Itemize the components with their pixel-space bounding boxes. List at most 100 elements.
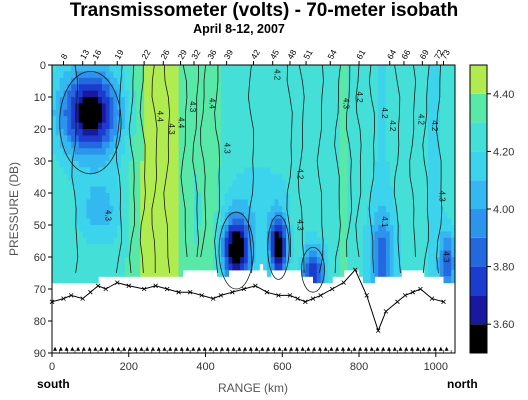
heatmap-cell xyxy=(86,161,91,168)
heatmap-cell xyxy=(324,148,329,156)
heatmap-cell xyxy=(297,237,303,245)
heatmap-cell xyxy=(401,161,406,168)
heatmap-cell xyxy=(194,84,199,92)
heatmap-cell xyxy=(443,269,448,277)
heatmap-cell xyxy=(343,180,349,188)
heatmap-cell xyxy=(324,97,329,104)
heatmap-cell xyxy=(389,193,395,200)
heatmap-cell xyxy=(451,250,455,258)
heatmap-cell xyxy=(320,199,326,207)
heatmap-cell xyxy=(151,225,157,232)
heatmap-cell xyxy=(347,109,352,117)
heatmap-cell xyxy=(109,199,115,207)
heatmap-cell xyxy=(67,276,72,284)
heatmap-cell xyxy=(297,199,303,207)
heatmap-cell xyxy=(286,109,291,117)
heatmap-cell xyxy=(147,199,153,207)
colorbar-swatch xyxy=(470,65,487,94)
heatmap-cell xyxy=(59,212,65,220)
heatmap-cell xyxy=(420,148,425,156)
contour-line xyxy=(214,65,221,274)
y-tick-label: 60 xyxy=(34,252,46,264)
heatmap-cell xyxy=(359,71,364,79)
heatmap-cell xyxy=(236,244,241,252)
heatmap-cell xyxy=(420,257,425,264)
heatmap-cell xyxy=(132,269,138,277)
heatmap-cell xyxy=(316,199,322,207)
heatmap-cell xyxy=(278,148,283,156)
heatmap-cell xyxy=(370,231,375,239)
heatmap-cell xyxy=(140,237,145,245)
heatmap-cell xyxy=(297,84,303,92)
heatmap-cell xyxy=(439,97,445,104)
heatmap-cell xyxy=(370,173,375,181)
heatmap-cell xyxy=(167,141,172,149)
heatmap-cell xyxy=(201,205,207,213)
heatmap-cell xyxy=(163,65,168,72)
heatmap-cell xyxy=(190,71,195,79)
heatmap-cell xyxy=(140,269,145,277)
heatmap-cell xyxy=(328,250,333,258)
heatmap-cell xyxy=(228,71,233,79)
heatmap-cell xyxy=(67,148,72,156)
heatmap-cell xyxy=(124,180,130,188)
heatmap-cell xyxy=(286,167,291,175)
heatmap-cell xyxy=(151,173,157,181)
heatmap-cell xyxy=(266,193,272,200)
heatmap-cell xyxy=(228,250,233,258)
heatmap-cell xyxy=(59,173,65,181)
heatmap-cell xyxy=(236,154,241,162)
heatmap-cell xyxy=(78,237,84,245)
sample-marker xyxy=(99,346,104,351)
heatmap-cell xyxy=(447,135,452,143)
sample-marker xyxy=(404,346,409,351)
heatmap-cell xyxy=(213,97,218,104)
heatmap-cell xyxy=(328,167,333,175)
heatmap-cell xyxy=(374,199,379,207)
heatmap-cell xyxy=(182,71,187,79)
heatmap-cell xyxy=(343,186,349,194)
heatmap-cell xyxy=(117,257,122,264)
heatmap-cell xyxy=(178,135,184,143)
heatmap-cell xyxy=(75,237,80,245)
heatmap-cell xyxy=(274,231,280,239)
heatmap-cell xyxy=(170,225,176,232)
heatmap-cell xyxy=(105,263,111,271)
heatmap-cell xyxy=(55,77,61,85)
heatmap-cell xyxy=(351,193,356,200)
heatmap-cell xyxy=(278,103,283,111)
heatmap-cell xyxy=(339,257,345,264)
heatmap-cell xyxy=(186,199,191,207)
heatmap-cell xyxy=(59,180,65,188)
sample-marker xyxy=(145,346,150,351)
heatmap-cell xyxy=(282,225,287,232)
heatmap-cell xyxy=(428,250,433,258)
heatmap-cell xyxy=(240,161,245,168)
heatmap-cell xyxy=(255,77,260,85)
heatmap-cell xyxy=(136,135,141,143)
heatmap-cell xyxy=(324,186,329,194)
heatmap-cell xyxy=(443,71,448,79)
sample-marker xyxy=(346,346,351,351)
heatmap-cell xyxy=(293,65,299,72)
heatmap-cell xyxy=(312,97,318,104)
heatmap-cell xyxy=(286,71,291,79)
heatmap-cell xyxy=(328,84,333,92)
heatmap-cell xyxy=(243,90,249,98)
heatmap-cell xyxy=(55,231,61,239)
heatmap-cell xyxy=(297,135,303,143)
heatmap-cell xyxy=(259,122,264,130)
heatmap-cell xyxy=(351,77,356,85)
heatmap-cell xyxy=(190,199,195,207)
heatmap-cell xyxy=(98,129,103,136)
heatmap-cell xyxy=(389,84,395,92)
heatmap-cell xyxy=(217,122,222,130)
heatmap-cell xyxy=(266,129,272,136)
heatmap-cell xyxy=(270,250,276,258)
heatmap-cell xyxy=(63,173,68,181)
heatmap-cell xyxy=(424,129,429,136)
heatmap-cell xyxy=(385,116,391,124)
heatmap-cell xyxy=(251,167,257,175)
heatmap-cell xyxy=(98,231,103,239)
heatmap-cell xyxy=(286,122,291,130)
